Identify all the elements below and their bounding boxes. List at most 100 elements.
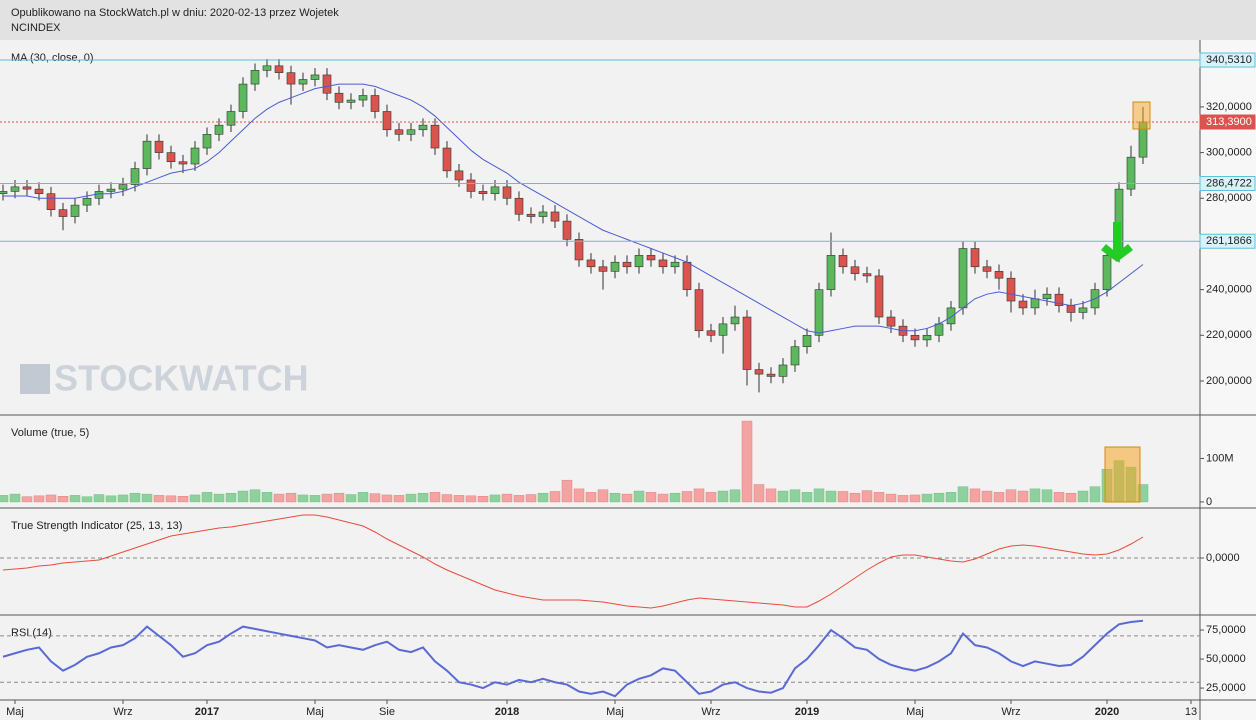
indicator-line bbox=[2, 514, 1144, 609]
indicator-line bbox=[2, 619, 1144, 698]
volume-bar bbox=[801, 492, 813, 503]
volume-bar bbox=[825, 490, 837, 503]
candle-body bbox=[226, 111, 236, 126]
volume-bar bbox=[789, 489, 801, 503]
candle-body bbox=[586, 259, 596, 268]
volume-bar bbox=[357, 492, 369, 503]
candle-body bbox=[418, 124, 428, 131]
candle-body bbox=[814, 289, 824, 336]
candle-body bbox=[982, 266, 992, 272]
candle-body bbox=[382, 111, 392, 131]
volume-bar bbox=[129, 492, 141, 503]
candle-body bbox=[430, 124, 440, 149]
volume-bar bbox=[837, 491, 849, 503]
volume-bar bbox=[765, 488, 777, 503]
volume-bar bbox=[321, 493, 333, 503]
x-tick-label: Maj bbox=[6, 706, 24, 718]
volume-bar bbox=[417, 492, 429, 503]
volume-bar bbox=[189, 494, 201, 503]
level-label: 261,1866 bbox=[1206, 235, 1252, 247]
candle-body bbox=[958, 248, 968, 309]
y-tick-label: 300,0000 bbox=[1206, 146, 1252, 158]
candle-body bbox=[130, 168, 140, 185]
volume-bar bbox=[681, 491, 693, 503]
y-tick-label: 240,0000 bbox=[1206, 284, 1252, 296]
header-published: Opublikowano na StockWatch.pl w dniu: 20… bbox=[11, 7, 339, 19]
ma-line bbox=[3, 83, 1144, 334]
header-symbol: NCINDEX bbox=[11, 22, 61, 34]
candle-body bbox=[454, 170, 464, 181]
volume-bar bbox=[285, 492, 297, 503]
candle-body bbox=[850, 266, 860, 274]
candle-body bbox=[154, 140, 164, 153]
candle-body bbox=[610, 261, 620, 272]
y-tick-label: 220,0000 bbox=[1206, 329, 1252, 341]
candle-body bbox=[658, 259, 668, 268]
volume-bar bbox=[1053, 492, 1065, 503]
volume-bar bbox=[705, 492, 717, 503]
volume-bar bbox=[177, 496, 189, 503]
level-label-bg bbox=[1199, 114, 1256, 130]
x-tick-label: 2018 bbox=[495, 706, 519, 718]
volume-bar bbox=[201, 492, 213, 503]
candle-body bbox=[442, 147, 452, 172]
volume-bar bbox=[297, 494, 309, 503]
x-tick-label: 13 bbox=[1185, 706, 1197, 718]
candle-body bbox=[70, 204, 80, 217]
x-tick-label: Sie bbox=[379, 706, 395, 718]
volume-bar bbox=[465, 495, 477, 503]
candle-body bbox=[142, 140, 152, 169]
volume-bar bbox=[45, 494, 57, 503]
candle-body bbox=[298, 79, 308, 85]
candle-body bbox=[1102, 255, 1112, 290]
volume-bar bbox=[897, 495, 909, 503]
volume-bar bbox=[609, 492, 621, 503]
volume-bar bbox=[1041, 489, 1053, 503]
candle-body bbox=[34, 188, 44, 194]
volume-bar bbox=[561, 479, 573, 503]
candle-body bbox=[778, 364, 788, 377]
volume-bar bbox=[945, 492, 957, 503]
candle-body bbox=[1126, 156, 1136, 190]
volume-bar bbox=[1017, 490, 1029, 503]
volume-bar bbox=[861, 490, 873, 503]
volume-bar bbox=[249, 489, 261, 503]
volume-bar bbox=[81, 496, 93, 503]
candle-body bbox=[250, 70, 260, 85]
candle-body bbox=[766, 373, 776, 377]
y-tick-label: 0,0000 bbox=[1206, 552, 1240, 564]
candle-body bbox=[358, 95, 368, 101]
volume-bar bbox=[405, 493, 417, 503]
volume-bar bbox=[1089, 486, 1101, 503]
volume-bar bbox=[693, 488, 705, 503]
y-tick-label: 50,0000 bbox=[1206, 653, 1246, 665]
candle-body bbox=[1018, 300, 1028, 309]
x-tick-label: Maj bbox=[906, 706, 924, 718]
candle-body bbox=[862, 273, 872, 277]
volume-bar bbox=[669, 492, 681, 503]
candle-body bbox=[262, 65, 272, 71]
candle-body bbox=[238, 83, 248, 112]
volume-bar bbox=[597, 489, 609, 503]
volume-bar bbox=[393, 495, 405, 503]
volume-bar bbox=[849, 492, 861, 503]
candle-body bbox=[514, 197, 524, 215]
y-tick-label: 0 bbox=[1206, 496, 1212, 508]
x-tick-label: 2020 bbox=[1095, 706, 1119, 718]
panel-title: True Strength Indicator (25, 13, 13) bbox=[11, 520, 182, 532]
volume-bar bbox=[513, 495, 525, 503]
x-tick-label: Wrz bbox=[701, 706, 720, 718]
level-label: 313,3900 bbox=[1206, 116, 1252, 128]
volume-bar bbox=[501, 493, 513, 503]
arrow bbox=[1101, 222, 1133, 262]
highlight-box bbox=[1132, 101, 1151, 130]
volume-bar bbox=[621, 493, 633, 503]
y-tick-label: 280,0000 bbox=[1206, 192, 1252, 204]
level-label: 340,5310 bbox=[1206, 54, 1252, 66]
candle-body bbox=[946, 307, 956, 325]
x-tick-label: Wrz bbox=[1001, 706, 1020, 718]
candle-body bbox=[538, 211, 548, 217]
volume-bar bbox=[9, 493, 21, 503]
